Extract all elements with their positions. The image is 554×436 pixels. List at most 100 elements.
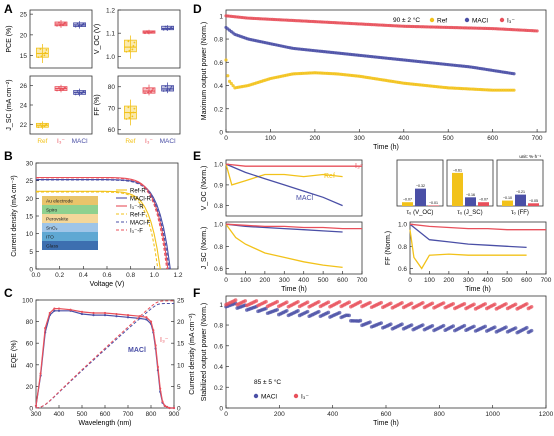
panel-f-point bbox=[493, 325, 497, 329]
legend-label: I₃⁻ bbox=[301, 394, 309, 401]
panel-f-xtick-label: 0 bbox=[224, 411, 228, 418]
panel-a-group-label: Ref bbox=[37, 138, 47, 145]
panel-d-point bbox=[227, 79, 232, 83]
series-label-macl: MACl bbox=[296, 195, 314, 202]
panel-f-point bbox=[513, 302, 518, 307]
panel-c-ytick-label: 0 bbox=[29, 406, 33, 413]
panel-c-y2label: Current density (mA cm⁻²) bbox=[189, 313, 196, 395]
panel-d-ytick-label: 1 bbox=[219, 13, 223, 20]
box-point bbox=[41, 52, 44, 55]
panel-f-point bbox=[421, 301, 425, 305]
panel-e-xtick-label: 100 bbox=[424, 277, 435, 284]
panel-e-ytick-label: 0.8 bbox=[214, 203, 223, 210]
box-point bbox=[162, 90, 165, 92]
box-point bbox=[148, 90, 150, 92]
panel-e-curve bbox=[225, 223, 343, 233]
panel-e-xtick-label: 100 bbox=[240, 277, 251, 284]
eqe-point bbox=[166, 405, 169, 409]
box-point bbox=[164, 25, 167, 28]
panel-e-ytick-label: 0.8 bbox=[214, 244, 223, 251]
box-point bbox=[144, 92, 146, 95]
panel-f-point bbox=[529, 328, 534, 333]
panel-e-curve bbox=[225, 163, 343, 186]
panel-e-xtick-label: 200 bbox=[443, 277, 454, 284]
legend-label: Ref-R bbox=[130, 189, 146, 195]
panel-e-frame bbox=[409, 221, 547, 275]
panel-d-point bbox=[224, 58, 228, 62]
box-point bbox=[168, 89, 171, 91]
panel-f-xlabel: Time (h) bbox=[373, 420, 399, 427]
panel-f-xtick-label: 400 bbox=[327, 411, 338, 418]
panel-a-ytick-label: 80 bbox=[108, 84, 116, 91]
eqe-point bbox=[48, 311, 51, 315]
panel-label-f: F bbox=[193, 286, 200, 300]
panel-a-ylabel: V_OC (V) bbox=[94, 24, 101, 54]
panel-d-xtick-label: 0 bbox=[224, 135, 228, 142]
panel-f-point bbox=[462, 323, 467, 328]
panel-c-ytick-label: 100 bbox=[22, 298, 33, 305]
eqe-curve bbox=[35, 308, 174, 409]
eqe-point bbox=[156, 365, 159, 369]
panel-d-ytick-label: 0.6 bbox=[214, 60, 223, 67]
box-point bbox=[152, 87, 154, 90]
eqe-point bbox=[34, 404, 38, 407]
panel-e-ylabel: V_OC (Norm.) bbox=[201, 166, 208, 211]
eqe-point bbox=[149, 320, 153, 323]
panel-a-frame bbox=[117, 75, 181, 135]
panel-d-ytick-label: 0.8 bbox=[214, 37, 223, 44]
panel-f-xtick-label: 1000 bbox=[485, 411, 500, 418]
box-point bbox=[133, 107, 136, 110]
panel-label-e: E bbox=[193, 149, 201, 163]
box-point bbox=[40, 125, 43, 128]
eqe-point bbox=[92, 311, 95, 315]
panel-f-point bbox=[326, 300, 331, 305]
eqe-point bbox=[163, 404, 166, 407]
eqe-point bbox=[80, 312, 84, 316]
panel-e-curve bbox=[225, 223, 362, 230]
box-point bbox=[147, 32, 149, 34]
inset-bar-label: ~0.07 bbox=[403, 198, 412, 202]
legend-label: MACl bbox=[261, 394, 277, 401]
panel-f-point bbox=[409, 323, 414, 327]
panel-f-point bbox=[275, 299, 280, 304]
panel-e-ytick-label: 0.6 bbox=[398, 266, 407, 273]
panel-f-point bbox=[513, 326, 518, 330]
panel-f-point bbox=[483, 302, 488, 306]
panel-b-xtick-label: 0.2 bbox=[55, 272, 64, 279]
panel-a-ylabel: FF (%) bbox=[94, 94, 101, 115]
panel-e-ytick-label: 0.9 bbox=[214, 182, 223, 189]
panel-c-ytick-label: 60 bbox=[26, 341, 34, 348]
panel-e-curve bbox=[409, 229, 527, 270]
box-point bbox=[133, 41, 136, 44]
panel-f-point bbox=[296, 309, 300, 313]
panel-f-point bbox=[285, 309, 289, 313]
jv-curve bbox=[36, 179, 170, 270]
inset-label: τ₀ (FF) bbox=[511, 210, 529, 216]
panel-f-point bbox=[525, 302, 529, 306]
panel-f-point bbox=[243, 299, 247, 303]
eqe-point bbox=[172, 406, 176, 410]
panel-e-xtick-label: 300 bbox=[463, 277, 474, 284]
panel-d-annotation: 90 ± 2 °C bbox=[393, 16, 420, 24]
panel-c-ytick-label: 80 bbox=[26, 319, 34, 326]
stack-layer-label: ITO bbox=[46, 235, 54, 241]
eqe-point bbox=[168, 406, 171, 410]
inset-bar bbox=[502, 200, 513, 206]
inset-label: τ₀ (J_SC) bbox=[457, 210, 482, 216]
panel-d-point bbox=[226, 74, 230, 78]
panel-a-group-label: MACl bbox=[72, 138, 88, 145]
panel-f-point bbox=[296, 300, 300, 304]
inset-bar bbox=[452, 172, 463, 206]
box-point bbox=[147, 91, 149, 94]
box-point bbox=[62, 24, 64, 26]
panel-e-xtick-label: 400 bbox=[482, 277, 493, 284]
eqe-point bbox=[159, 387, 162, 390]
panel-e-xtick-label: 500 bbox=[502, 277, 513, 284]
panel-c-right-ytick-label: 25 bbox=[177, 298, 185, 305]
box-point bbox=[150, 31, 152, 34]
panel-c-xtick-label: 700 bbox=[123, 411, 134, 418]
panel-a-group-label: I₃⁻ bbox=[145, 138, 153, 145]
panel-f-ytick-label: 0 bbox=[219, 406, 223, 413]
panel-c-xtick-label: 300 bbox=[31, 411, 42, 418]
